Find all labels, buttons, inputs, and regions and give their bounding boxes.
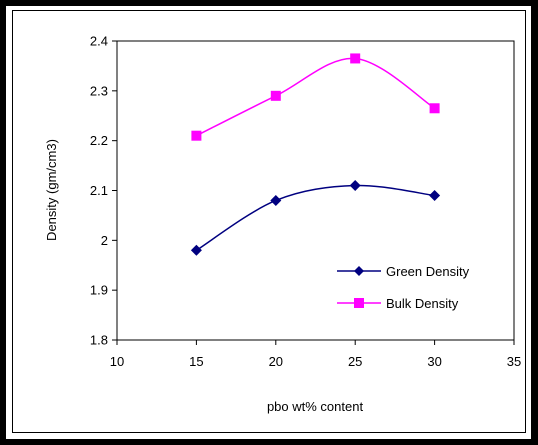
series-line-1 bbox=[196, 57, 435, 137]
y-axis-title: Density (gm/cm3) bbox=[44, 139, 59, 241]
y-tick-label: 2.4 bbox=[90, 34, 108, 49]
data-point-square bbox=[350, 53, 361, 64]
x-tick-label: 15 bbox=[189, 354, 203, 369]
legend-label-green: Green Density bbox=[386, 264, 470, 279]
x-tick-label: 10 bbox=[110, 354, 124, 369]
x-tick-label: 20 bbox=[269, 354, 283, 369]
y-tick-label: 2.1 bbox=[90, 183, 108, 198]
data-point-square bbox=[270, 90, 281, 101]
legend-marker-bulk bbox=[354, 298, 364, 308]
legend: Green Density Bulk Density bbox=[337, 264, 470, 311]
data-point-diamond bbox=[429, 189, 441, 201]
y-tick-label: 1.9 bbox=[90, 283, 108, 298]
right-edge-strip bbox=[531, 6, 533, 439]
data-point-diamond bbox=[349, 180, 361, 192]
data-point-diamond bbox=[270, 194, 282, 206]
series-line-0 bbox=[196, 184, 435, 251]
data-point-square bbox=[191, 130, 202, 141]
x-tick-label: 25 bbox=[348, 354, 362, 369]
series-layer bbox=[196, 57, 435, 251]
y-tick-label: 2 bbox=[101, 233, 108, 248]
markers-layer bbox=[190, 53, 441, 256]
legend-marker-green bbox=[354, 266, 364, 276]
y-tick-label: 2.2 bbox=[90, 133, 108, 148]
x-axis-title: pbo wt% content bbox=[267, 399, 364, 414]
x-tick-label: 35 bbox=[507, 354, 521, 369]
chart-area-border bbox=[12, 10, 526, 433]
y-tick-label: 1.8 bbox=[90, 333, 108, 348]
y-tick-label: 2.3 bbox=[90, 83, 108, 98]
ticks-layer: 1.8 1.9 2 2.1 2.2 2.3 2.4 10 15 20 25 30 35 bbox=[90, 34, 521, 370]
legend-label-bulk: Bulk Density bbox=[386, 296, 459, 311]
x-tick-label: 30 bbox=[427, 354, 441, 369]
data-point-diamond bbox=[190, 244, 202, 256]
data-point-square bbox=[429, 103, 440, 114]
